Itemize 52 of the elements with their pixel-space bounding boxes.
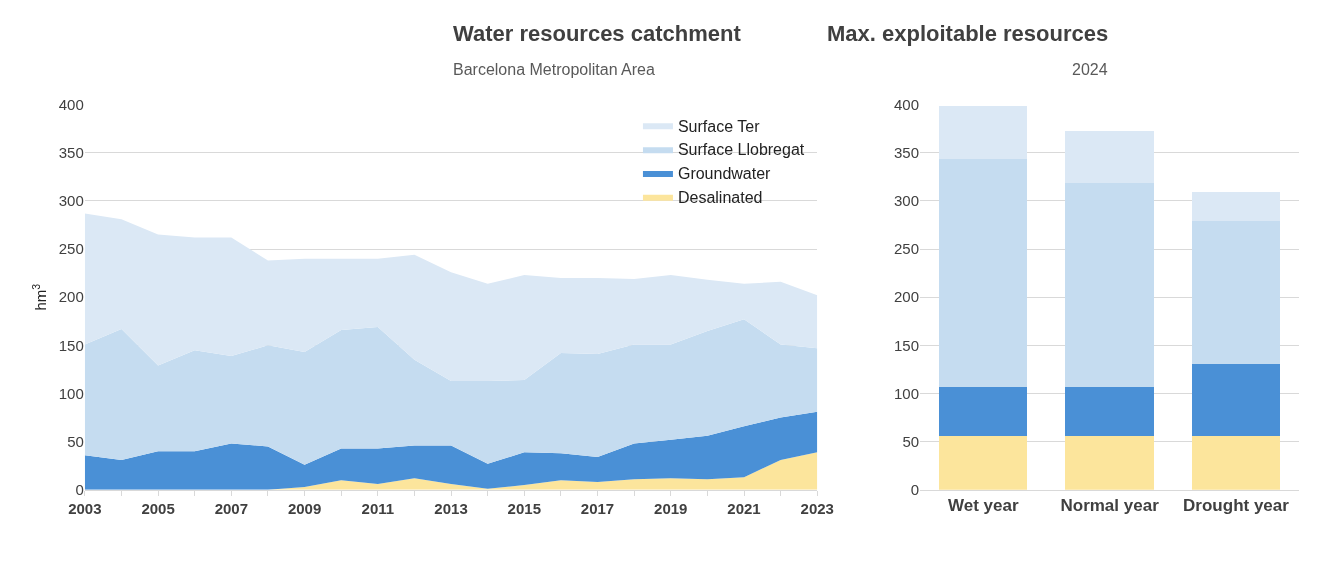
bar (1191, 221, 1281, 364)
y-tick-label: 100 (58, 384, 84, 402)
y-tick-label: 350 (894, 144, 920, 161)
bar (1065, 435, 1154, 490)
x-tick-label: Normal year (1060, 496, 1160, 516)
bar (1065, 182, 1154, 387)
bar (1191, 435, 1281, 490)
x-tick-label: 2003 (68, 499, 102, 517)
bar (939, 386, 1028, 436)
y-tick-label: 400 (58, 95, 84, 113)
x-tick-label: 2007 (214, 499, 248, 517)
x-tick-label: 2015 (507, 499, 541, 517)
y-tick-label: 150 (894, 336, 920, 354)
bar (939, 158, 1028, 387)
bar (1191, 192, 1281, 222)
y-tick-label: 200 (894, 288, 920, 306)
legend-label: Surface Llobregat (677, 141, 805, 159)
y-tick-label: 400 (894, 95, 920, 113)
legend-label: Groundwater (677, 165, 772, 183)
x-tick-label: Drought year (1183, 496, 1290, 516)
x-tick-label: 2011 (361, 499, 395, 517)
x-tick-label: 2023 (800, 499, 834, 517)
bar (1065, 130, 1154, 183)
x-tick-label: 2009 (287, 499, 322, 517)
y-tick-label: 250 (58, 240, 84, 258)
legend-label: Surface Ter (677, 117, 761, 135)
y-tick-label: 250 (894, 240, 920, 258)
y-tick-label: 350 (58, 144, 84, 161)
bar (939, 435, 1028, 490)
x-tick-label: 2017 (580, 499, 615, 517)
chart-subtitle: 2024 (1072, 61, 1108, 78)
bar (1065, 386, 1154, 436)
y-tick-label: 200 (58, 288, 84, 306)
y-tick-label: 50 (902, 432, 920, 450)
bar (939, 105, 1028, 159)
legend-label: Desalinated (677, 188, 763, 206)
x-tick-label: Wet year (947, 496, 1019, 516)
x-tick-label: 2013 (434, 499, 468, 517)
chart-subtitle: Barcelona Metropolitan Area (453, 61, 655, 78)
y-tick-label: 100 (894, 384, 920, 402)
x-tick-label: 2019 (654, 499, 688, 517)
chart-title: Max. exploitable resources (827, 21, 1109, 46)
y-tick-label: 300 (58, 192, 84, 210)
y-tick-label: 0 (910, 481, 920, 499)
y-tick-label: 50 (67, 432, 84, 450)
bar (1191, 363, 1281, 436)
y-tick-label: 300 (894, 192, 920, 210)
y-tick-label: 0 (75, 481, 84, 499)
x-tick-label: 2005 (141, 499, 175, 517)
y-tick-label: 150 (58, 336, 84, 354)
chart-title: Water resources catchment (453, 21, 742, 46)
x-tick-label: 2021 (727, 499, 761, 517)
